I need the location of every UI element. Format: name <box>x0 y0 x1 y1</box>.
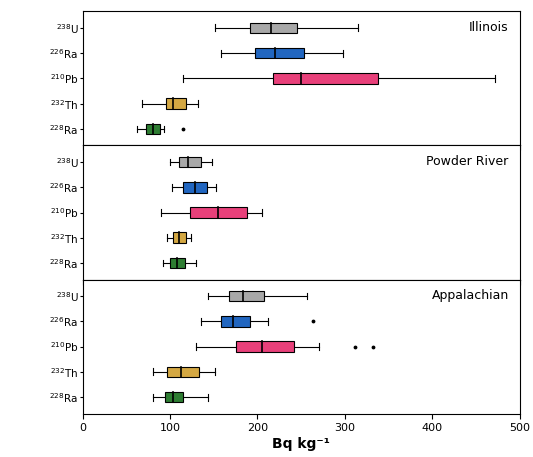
Bar <box>273 73 378 84</box>
Bar <box>167 367 199 377</box>
Bar <box>255 48 304 58</box>
Bar <box>251 22 297 33</box>
Text: Appalachian: Appalachian <box>432 289 508 302</box>
Bar <box>179 157 200 167</box>
Bar <box>147 124 159 134</box>
X-axis label: Bq kg⁻¹: Bq kg⁻¹ <box>272 437 330 452</box>
Bar <box>190 207 247 218</box>
Bar <box>229 291 263 301</box>
Bar <box>221 316 251 327</box>
Bar <box>183 182 207 192</box>
Bar <box>170 258 185 268</box>
Bar <box>166 98 186 109</box>
Bar <box>236 341 294 352</box>
Text: Illinois: Illinois <box>469 21 508 34</box>
Bar <box>173 233 186 243</box>
Text: Powder River: Powder River <box>426 155 508 168</box>
Bar <box>165 392 183 403</box>
